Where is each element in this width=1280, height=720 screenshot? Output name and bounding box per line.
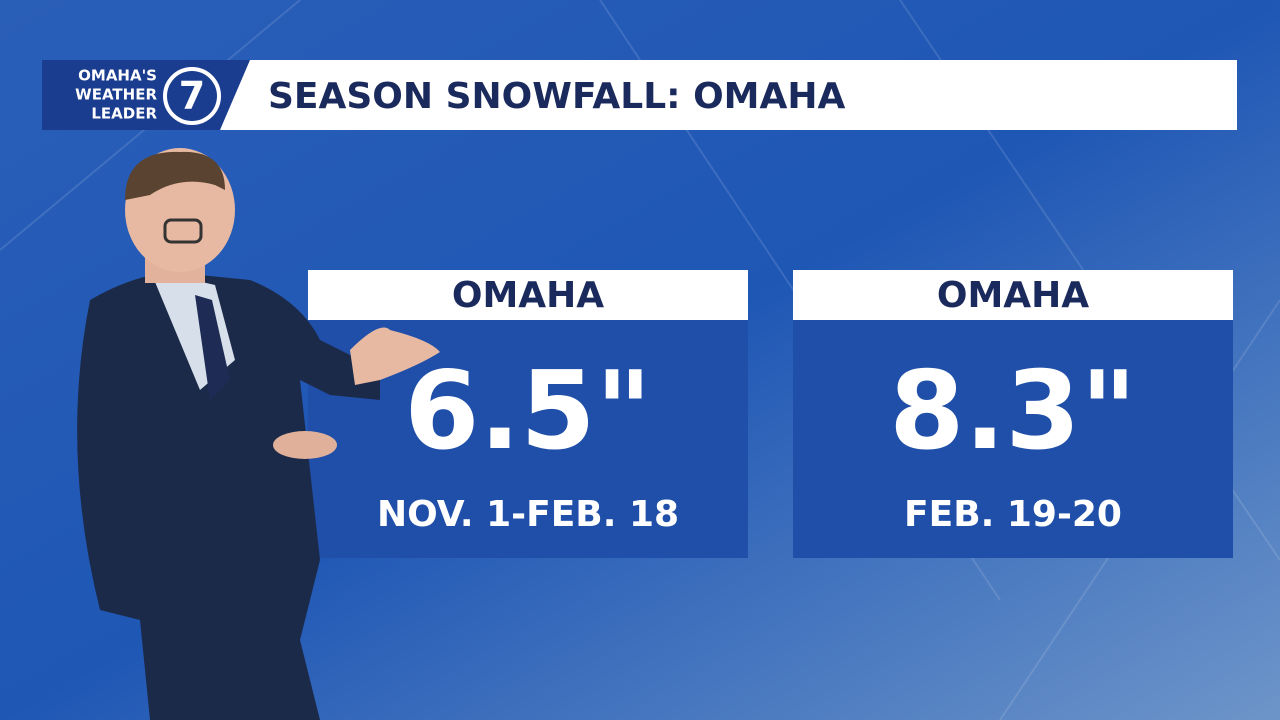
card-header	[308, 270, 748, 320]
card: OMAHA 8.3" FEB. 19-20	[793, 270, 1233, 558]
card-header	[793, 270, 1233, 320]
logo-number: 7	[179, 74, 205, 118]
logo-circle-inner	[167, 71, 217, 121]
presenter	[77, 148, 440, 720]
logo-line: OMAHA'S	[78, 67, 157, 85]
card-amount: 8.3"	[889, 349, 1137, 474]
card-body	[793, 320, 1233, 558]
title-bar	[220, 60, 1237, 130]
title: SEASON SNOWFALL: OMAHA	[268, 76, 845, 117]
card-place: OMAHA	[452, 275, 604, 316]
logo-line: LEADER	[91, 105, 157, 123]
card-place: OMAHA	[937, 275, 1089, 316]
card: OMAHA 6.5" NOV. 1-FEB. 18	[308, 270, 748, 558]
card-amount: 6.5"	[404, 349, 652, 474]
logo-line: WEATHER	[75, 86, 157, 104]
card-period: NOV. 1-FEB. 18	[377, 494, 679, 535]
card-period: FEB. 19-20	[904, 494, 1122, 535]
